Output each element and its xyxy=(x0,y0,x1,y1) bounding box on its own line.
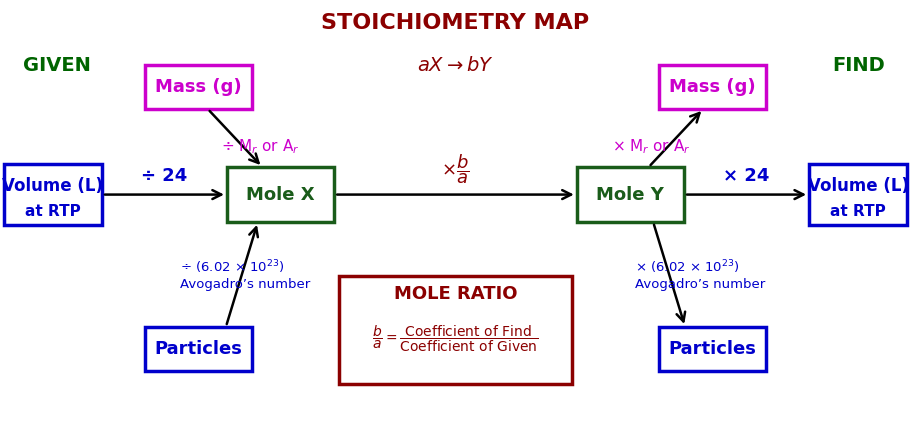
FancyBboxPatch shape xyxy=(659,65,766,109)
Text: ÷ 24: ÷ 24 xyxy=(141,167,188,184)
FancyBboxPatch shape xyxy=(340,276,572,384)
Text: ÷ (6.02 × 10$^{23}$)
Avogadro’s number: ÷ (6.02 × 10$^{23}$) Avogadro’s number xyxy=(180,258,311,291)
Text: × (6.02 × 10$^{23}$)
Avogadro’s number: × (6.02 × 10$^{23}$) Avogadro’s number xyxy=(635,258,765,291)
Text: STOICHIOMETRY MAP: STOICHIOMETRY MAP xyxy=(322,13,589,33)
Text: Volume (L): Volume (L) xyxy=(808,177,908,195)
Text: × 24: × 24 xyxy=(723,167,770,184)
Text: $\div$ M$_r$ or A$_r$: $\div$ M$_r$ or A$_r$ xyxy=(221,137,300,156)
FancyBboxPatch shape xyxy=(145,65,252,109)
FancyBboxPatch shape xyxy=(227,167,334,222)
Text: at RTP: at RTP xyxy=(25,204,81,219)
Text: at RTP: at RTP xyxy=(830,204,886,219)
Text: Particles: Particles xyxy=(669,340,756,358)
Text: Mass (g): Mass (g) xyxy=(669,78,756,96)
Text: $\times\dfrac{b}{a}$: $\times\dfrac{b}{a}$ xyxy=(441,152,470,186)
Text: Mass (g): Mass (g) xyxy=(155,78,242,96)
FancyBboxPatch shape xyxy=(577,167,684,222)
FancyBboxPatch shape xyxy=(659,327,766,371)
Text: Mole X: Mole X xyxy=(246,186,315,203)
Text: $aX \rightarrow bY$: $aX \rightarrow bY$ xyxy=(417,56,494,75)
Text: Mole Y: Mole Y xyxy=(597,186,664,203)
FancyBboxPatch shape xyxy=(4,164,102,225)
Text: $\dfrac{b}{a} = \dfrac{\mathrm{Coefficient\ of\ Find}}{\mathrm{Coefficient\ of\ : $\dfrac{b}{a} = \dfrac{\mathrm{Coefficie… xyxy=(373,323,538,354)
Text: GIVEN: GIVEN xyxy=(23,56,90,75)
Text: FIND: FIND xyxy=(832,56,885,75)
FancyBboxPatch shape xyxy=(809,164,907,225)
Text: $\times$ M$_r$ or A$_r$: $\times$ M$_r$ or A$_r$ xyxy=(612,137,691,156)
Text: Volume (L): Volume (L) xyxy=(3,177,103,195)
FancyBboxPatch shape xyxy=(145,327,252,371)
Text: Particles: Particles xyxy=(155,340,242,358)
Text: MOLE RATIO: MOLE RATIO xyxy=(394,285,517,303)
